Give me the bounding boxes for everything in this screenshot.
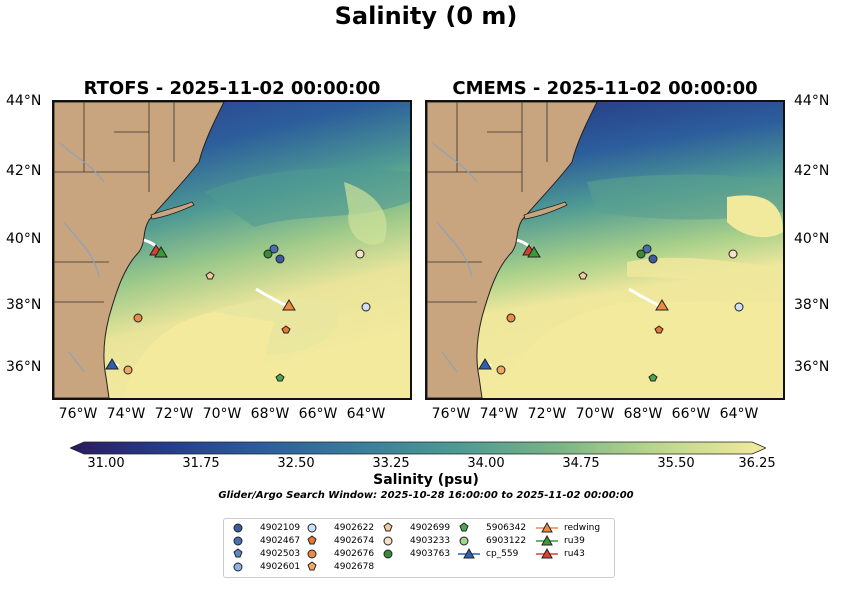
cb-tick-1: 31.75 [182, 456, 220, 471]
lat-tick-38-right: 38°N [794, 297, 830, 313]
marker-4902676[interactable] [506, 313, 516, 323]
lon-tick-66: 66°W [298, 406, 338, 422]
legend-item[interactable]: 4902109 [232, 522, 300, 534]
legend-item[interactable]: 4902674 [306, 535, 374, 547]
lat-tick-36-right: 36°N [794, 359, 830, 375]
cb-tick-3: 33.25 [372, 456, 410, 471]
marker-4902678[interactable] [496, 365, 506, 375]
marker-4903763[interactable] [263, 249, 273, 259]
marker-cp-559[interactable] [105, 358, 119, 370]
marker-4902622[interactable] [734, 302, 744, 312]
legend-item[interactable]: 4903233 [382, 535, 450, 547]
lon-tick-64-right: 64°W [719, 406, 759, 422]
cb-tick-6: 35.50 [657, 456, 695, 471]
marker-4902678[interactable] [123, 365, 133, 375]
lat-tick-40: 40°N [6, 231, 42, 247]
cb-tick-0: 31.00 [87, 456, 125, 471]
legend-item[interactable]: 4902601 [232, 561, 300, 573]
legend-item[interactable]: 4902678 [306, 561, 374, 573]
lon-tick-66-right: 66°W [671, 406, 711, 422]
legend-item[interactable]: redwing [536, 522, 600, 534]
marker-4902699[interactable] [578, 271, 588, 280]
marker-redwing[interactable] [282, 299, 296, 311]
lon-tick-72-right: 72°W [527, 406, 567, 422]
marker-4902674[interactable] [281, 325, 291, 334]
marker-4902109[interactable] [275, 254, 285, 264]
cb-tick-7: 36.25 [738, 456, 776, 471]
lat-tick-40-right: 40°N [794, 231, 830, 247]
lon-tick-74: 74°W [106, 406, 146, 422]
legend-item[interactable]: 4902699 [382, 522, 450, 534]
lat-tick-44: 44°N [6, 93, 42, 109]
legend-item[interactable]: 5906342 [458, 522, 526, 534]
legend-item[interactable]: ru39 [536, 535, 585, 547]
marker-redwing[interactable] [655, 299, 669, 311]
marker-4903763[interactable] [636, 249, 646, 259]
cmems-map-canvas [427, 102, 783, 398]
lon-tick-68: 68°W [250, 406, 290, 422]
marker-4902699[interactable] [205, 271, 215, 280]
marker-4902467[interactable] [269, 244, 279, 254]
lon-tick-70: 70°W [202, 406, 242, 422]
marker-4903233[interactable] [728, 249, 738, 259]
cmems-markers [478, 244, 744, 382]
lon-tick-74-right: 74°W [479, 406, 519, 422]
lon-tick-76-right: 76°W [431, 406, 471, 422]
rtofs-panel-title: RTOFS - 2025-11-02 00:00:00 [83, 78, 381, 99]
marker-5906342[interactable] [275, 373, 285, 382]
marker-cp-559[interactable] [478, 358, 492, 370]
legend-item[interactable]: 4902622 [306, 522, 374, 534]
lon-tick-64: 64°W [346, 406, 386, 422]
legend-item[interactable]: 6903122 [458, 535, 526, 547]
figure-title: Salinity (0 m) [334, 2, 518, 30]
cmems-panel-title: CMEMS - 2025-11-02 00:00:00 [452, 78, 758, 99]
marker-ru39[interactable] [527, 246, 541, 258]
cb-tick-5: 34.75 [562, 456, 600, 471]
colorbar-label: Salinity (psu) [373, 472, 479, 488]
lat-tick-38: 38°N [6, 297, 42, 313]
rtofs-map-canvas [54, 102, 410, 398]
legend-item[interactable]: 4902676 [306, 548, 374, 560]
lon-tick-76: 76°W [58, 406, 98, 422]
marker-4902676[interactable] [133, 313, 143, 323]
search-window: Glider/Argo Search Window: 2025-10-28 16… [218, 490, 634, 501]
legend-item[interactable]: 4903763 [382, 548, 450, 560]
lat-tick-36: 36°N [6, 359, 42, 375]
marker-4902674[interactable] [654, 325, 664, 334]
lon-tick-68-right: 68°W [623, 406, 663, 422]
lat-tick-42-right: 42°N [794, 163, 830, 179]
legend-item[interactable]: ru43 [536, 548, 585, 560]
rtofs-map [52, 100, 412, 400]
marker-4902467[interactable] [642, 244, 652, 254]
legend-item[interactable]: cp_559 [458, 548, 518, 560]
rtofs-markers [105, 244, 371, 382]
legend-item[interactable]: 4902503 [232, 548, 300, 560]
cmems-map [425, 100, 785, 400]
lon-tick-70-right: 70°W [575, 406, 615, 422]
cb-tick-4: 34.00 [467, 456, 505, 471]
marker-5906342[interactable] [648, 373, 658, 382]
marker-4903233[interactable] [355, 249, 365, 259]
lat-tick-44-right: 44°N [794, 93, 830, 109]
marker-ru39[interactable] [154, 246, 168, 258]
legend: 4902109 4902467 4902503 4902601 4902622 … [223, 518, 615, 578]
marker-4902622[interactable] [361, 302, 371, 312]
lon-tick-72: 72°W [154, 406, 194, 422]
marker-4902109[interactable] [648, 254, 658, 264]
legend-item[interactable]: 4902467 [232, 535, 300, 547]
lat-tick-42: 42°N [6, 163, 42, 179]
cb-tick-2: 32.50 [277, 456, 315, 471]
